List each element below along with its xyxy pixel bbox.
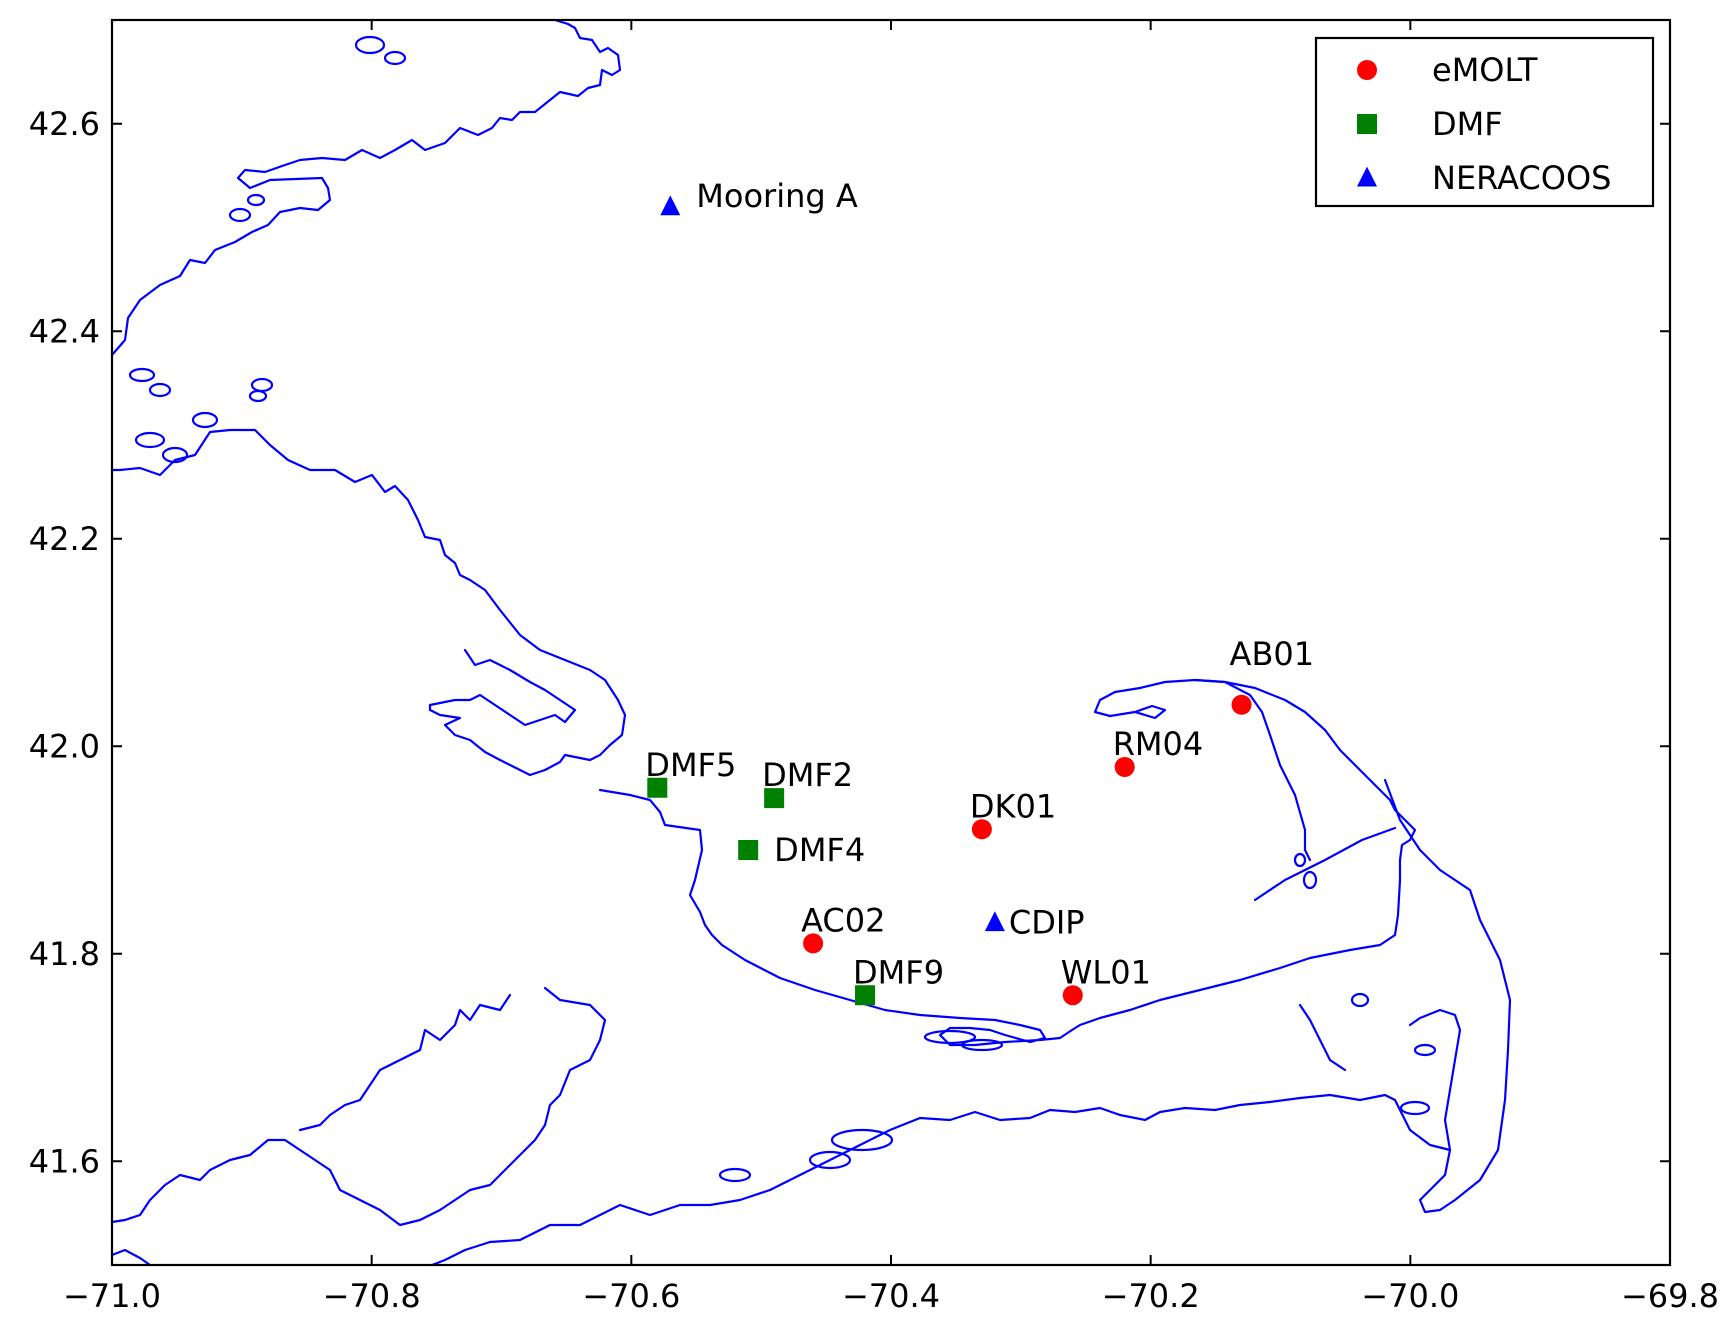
dmf-marker — [647, 777, 668, 798]
y-tick-label: 42.6 — [29, 105, 100, 143]
series-dmf: DMF5 DMF2 DMF4 DMF9 — [645, 746, 944, 1006]
coastline-segment — [110, 428, 627, 777]
station-label: Mooring A — [696, 177, 858, 215]
coastline-segment — [298, 993, 512, 1132]
emolt-marker — [1357, 60, 1377, 80]
x-tick-label: −69.8 — [1621, 1277, 1719, 1315]
station-label: AB01 — [1230, 635, 1315, 673]
station-markers: AB01 RM04 DK01 AC02 WL01 DMF5 DMF2 DMF4 DMF9 Moor… — [645, 177, 1314, 1006]
station-label: DMF9 — [853, 953, 944, 991]
y-tick-label: 41.6 — [29, 1142, 100, 1180]
legend: eMOLT DMF NERACOOS — [1314, 36, 1655, 208]
island-outline — [134, 431, 166, 449]
island-outline — [191, 411, 219, 429]
coastline — [110, 18, 1512, 1267]
dmf-marker — [738, 840, 759, 860]
coastline-segment — [110, 1248, 152, 1267]
island-outline — [383, 50, 407, 66]
dmf-marker — [855, 985, 876, 1006]
x-tick-label: −71.0 — [63, 1277, 161, 1315]
island-outline — [1413, 1043, 1437, 1057]
y-tick-label: 42.4 — [29, 312, 100, 350]
island-outline — [148, 382, 172, 398]
island-outline — [128, 367, 156, 383]
x-tick-label: −70.4 — [842, 1277, 940, 1315]
station-label: DMF2 — [762, 756, 853, 794]
legend-label: eMOLT — [1432, 51, 1538, 89]
station-label: CDIP — [1009, 904, 1085, 942]
emolt-marker — [803, 933, 824, 954]
station-label: DK01 — [970, 787, 1056, 825]
island-outline — [1293, 852, 1307, 868]
series-neracoos: Mooring A CDIP — [660, 177, 1085, 942]
island-outline — [960, 1038, 1004, 1052]
x-tick-label: −70.8 — [323, 1277, 421, 1315]
y-tick-label: 42.0 — [29, 727, 100, 765]
station-label: AC02 — [801, 901, 885, 939]
emolt-marker — [1062, 985, 1083, 1006]
neracoos-marker — [660, 195, 681, 216]
island-outline — [718, 1167, 752, 1183]
island-outline — [354, 35, 386, 55]
emolt-marker — [1114, 757, 1135, 777]
x-tick-label: −70.0 — [1361, 1277, 1459, 1315]
coastline-segment — [110, 18, 622, 357]
y-tick-label: 41.8 — [29, 935, 100, 973]
axis-ticks: −71.0 −70.8 −70.6 −70.4 −70.2 −70.0 −69.8 41.6 4… — [29, 20, 1719, 1315]
x-tick-label: −70.2 — [1102, 1277, 1200, 1315]
island-outline — [830, 1128, 894, 1152]
coastline-segment — [110, 986, 607, 1227]
coastline-segment — [1253, 826, 1397, 902]
island-outline — [1350, 992, 1370, 1008]
coastline-segment — [1193, 678, 1312, 862]
legend-label: DMF — [1432, 105, 1503, 143]
island-outline — [808, 1150, 852, 1170]
island-outline — [1302, 870, 1318, 890]
island-outline — [248, 389, 268, 403]
emolt-marker — [971, 819, 992, 840]
dmf-marker — [1357, 114, 1377, 134]
neracoos-marker — [984, 911, 1005, 932]
x-tick-label: −70.6 — [582, 1277, 680, 1315]
neracoos-marker — [1357, 166, 1377, 187]
y-tick-label: 42.2 — [29, 520, 100, 558]
island-outline — [228, 207, 252, 223]
station-label: RM04 — [1113, 725, 1204, 763]
emolt-marker — [1231, 694, 1252, 715]
island-outline — [161, 446, 189, 464]
island-outline — [923, 1029, 977, 1045]
plot-frame — [110, 18, 1672, 1267]
series-emolt: AB01 RM04 DK01 AC02 WL01 — [801, 635, 1314, 1006]
station-label: DMF4 — [774, 831, 865, 869]
coastline-segment — [1298, 1003, 1347, 1072]
coastline-segment — [430, 1093, 1452, 1267]
coastline-segment — [1383, 778, 1512, 1214]
dmf-marker — [764, 788, 785, 809]
island-outline — [246, 193, 266, 207]
island-outline — [1399, 1100, 1431, 1116]
station-label: DMF5 — [645, 746, 736, 784]
legend-label: NERACOOS — [1432, 159, 1611, 197]
station-label: WL01 — [1061, 953, 1151, 991]
